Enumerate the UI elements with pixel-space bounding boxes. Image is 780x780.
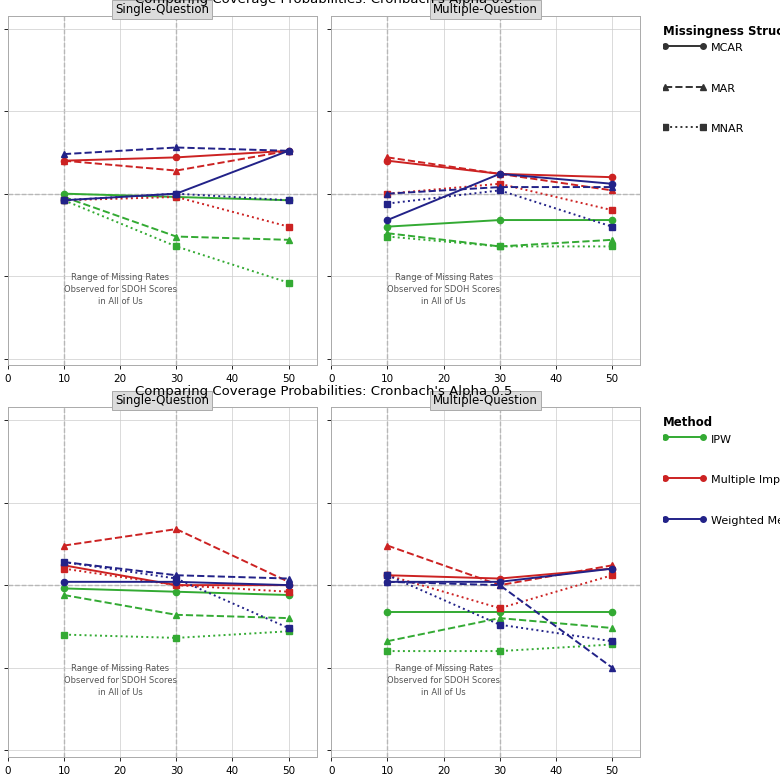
Text: MAR: MAR [711, 84, 736, 94]
Title: Single-Question: Single-Question [115, 394, 209, 407]
Text: Range of Missing Rates
Observed for SDOH Scores
in All of Us: Range of Missing Rates Observed for SDOH… [64, 665, 176, 697]
Text: MCAR: MCAR [711, 44, 744, 53]
Title: Multiple-Question: Multiple-Question [434, 394, 538, 407]
Text: IPW: IPW [711, 434, 732, 445]
Text: Range of Missing Rates
Observed for SDOH Scores
in All of Us: Range of Missing Rates Observed for SDOH… [64, 273, 176, 306]
Text: Method: Method [663, 417, 713, 430]
Text: Weighted Mean: Weighted Mean [711, 516, 780, 526]
Text: MNAR: MNAR [711, 125, 744, 134]
Text: Range of Missing Rates
Observed for SDOH Scores
in All of Us: Range of Missing Rates Observed for SDOH… [387, 665, 500, 697]
Text: Comparing Coverage Probabilities: Cronbach's Alpha 0.8: Comparing Coverage Probabilities: Cronba… [136, 0, 512, 6]
Text: Comparing Coverage Probabilities: Cronbach's Alpha 0.5: Comparing Coverage Probabilities: Cronba… [135, 385, 512, 398]
Text: Multiple Imputation: Multiple Imputation [711, 475, 780, 485]
Text: Range of Missing Rates
Observed for SDOH Scores
in All of Us: Range of Missing Rates Observed for SDOH… [387, 273, 500, 306]
Title: Multiple-Question: Multiple-Question [434, 2, 538, 16]
Text: Missingness Structure: Missingness Structure [663, 25, 780, 38]
Title: Single-Question: Single-Question [115, 2, 209, 16]
